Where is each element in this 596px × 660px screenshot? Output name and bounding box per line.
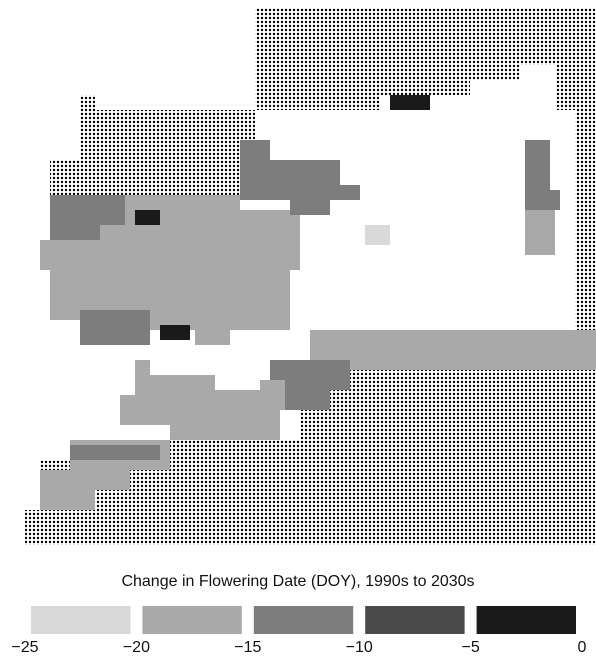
legend-swatch: [31, 606, 131, 634]
mid-gray-region: [70, 445, 160, 460]
dotted-region: [25, 370, 596, 545]
legend-swatch: [476, 606, 576, 634]
legend-tick-label: −20: [123, 639, 150, 656]
legend: −25 −20 −15 −10 −5 0: [11, 606, 587, 656]
legend-swatch: [365, 606, 465, 634]
light-gray-region: [40, 195, 300, 345]
legend-title: Change in Flowering Date (DOY), 1990s to…: [121, 573, 474, 590]
mid-gray-region: [270, 360, 350, 410]
dotted-region: [50, 95, 255, 195]
mid-gray-region: [50, 195, 125, 240]
mid-gray-region: [80, 310, 150, 345]
mid-gray-region: [240, 140, 360, 215]
legend-tick-label: −15: [234, 639, 261, 656]
light-gray-region: [525, 210, 555, 255]
legend-swatch: [253, 606, 354, 634]
light-gray-region: [310, 330, 596, 370]
legend-tick-label: −10: [346, 639, 373, 656]
dark-region: [135, 210, 160, 225]
legend-tick-label: −25: [11, 639, 38, 656]
dark-region: [390, 95, 430, 110]
legend-swatch: [142, 606, 242, 634]
map: [25, 8, 596, 545]
dotted-region: [255, 8, 596, 340]
light-gray-region: [120, 360, 300, 440]
mid-gray-region: [525, 140, 560, 210]
legend-tick-label: 0: [578, 639, 587, 656]
legend-tick-label: −5: [461, 639, 479, 656]
dark-region: [160, 325, 190, 340]
light-gray-region: [365, 225, 390, 245]
